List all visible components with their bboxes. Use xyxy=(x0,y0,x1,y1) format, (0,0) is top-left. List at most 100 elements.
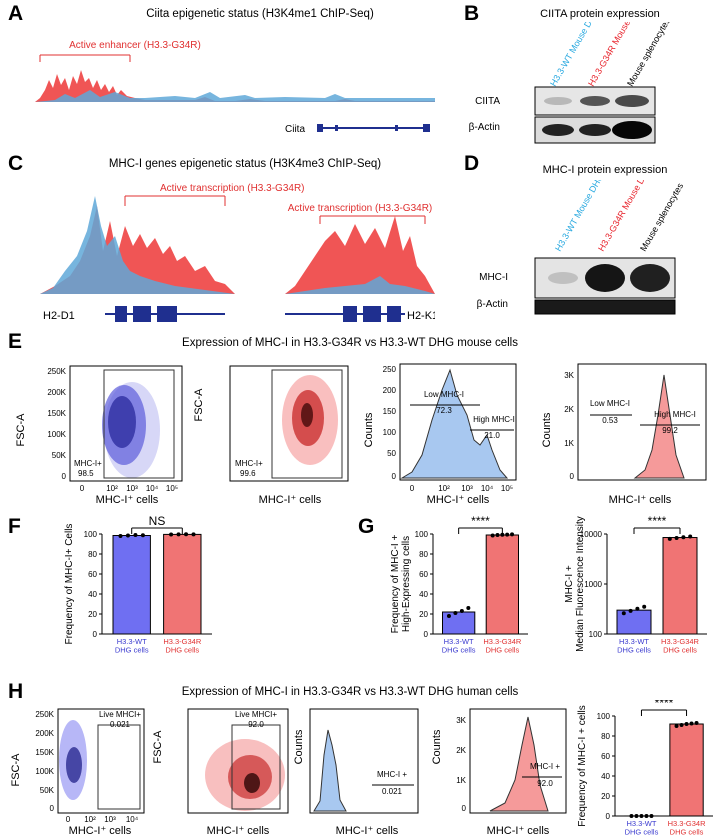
svg-text:50K: 50K xyxy=(52,451,67,460)
svg-text:1K: 1K xyxy=(456,776,466,785)
panel-label-f: F xyxy=(8,515,21,538)
svg-text:0: 0 xyxy=(570,472,575,481)
significance-label: **** xyxy=(655,700,674,710)
chip-blue-h2d1 xyxy=(40,196,235,294)
axis-ylabel-line: Frequency of MHC-I + xyxy=(390,535,401,634)
svg-text:2K: 2K xyxy=(564,405,574,414)
panel-e-scatter-g34r: FSC-A MHC-I+ 99.6 MHC-I⁺ cells xyxy=(193,365,349,505)
lane-label-splenocytes-d: Mouse splenocytes xyxy=(638,181,685,253)
data-point xyxy=(674,724,679,728)
data-point xyxy=(674,536,679,541)
panel-e-histogram-g34r: Counts 3K 2K 1K 0 Low MHC-I 0.53 High MH… xyxy=(541,363,707,505)
svg-text:Live MHCI+: Live MHCI+ xyxy=(235,710,277,719)
svg-text:99.2: 99.2 xyxy=(662,426,678,435)
bar xyxy=(442,611,476,635)
svg-text:Counts: Counts xyxy=(541,412,553,447)
y-tick-label: 100 xyxy=(597,712,611,721)
svg-text:72.3: 72.3 xyxy=(436,406,452,415)
panel-label-a: A xyxy=(8,2,24,25)
svg-text:10⁴: 10⁴ xyxy=(481,484,494,493)
svg-text:FSC-A: FSC-A xyxy=(10,753,22,787)
svg-text:150: 150 xyxy=(383,407,397,416)
bar xyxy=(669,723,704,817)
x-tick-label-line: H3.3-WT xyxy=(444,637,474,646)
x-tick-label: H3.3-G34R DHG cells xyxy=(483,637,522,654)
svg-text:FSC-A: FSC-A xyxy=(193,388,205,422)
chip-blue-track xyxy=(35,90,435,102)
data-point xyxy=(639,813,644,818)
panel-label-d: D xyxy=(464,152,480,175)
data-point xyxy=(681,535,686,540)
data-point xyxy=(621,611,626,616)
bar xyxy=(112,535,151,635)
data-point xyxy=(500,532,505,537)
svg-text:Counts: Counts xyxy=(363,412,375,447)
svg-text:50: 50 xyxy=(387,449,396,458)
x-tick-label: H3.3-G34R DHG cells xyxy=(661,637,700,654)
svg-text:0: 0 xyxy=(50,804,55,813)
svg-text:MHC-I⁺ cells: MHC-I⁺ cells xyxy=(609,494,672,505)
panel-h-scatter-wt: FSC-A 250K 200K 150K 100K 50K 0 Live MHC… xyxy=(10,708,145,837)
bar xyxy=(485,534,519,635)
svg-text:MHC-I⁺ cells: MHC-I⁺ cells xyxy=(207,825,270,837)
y-tick-label: 10000 xyxy=(580,530,603,539)
x-tick-label-line: DHG cells xyxy=(663,645,697,654)
significance-label: NS xyxy=(149,514,166,528)
data-point xyxy=(688,534,693,539)
svg-text:92.0: 92.0 xyxy=(537,779,553,788)
svg-text:Counts: Counts xyxy=(293,729,305,764)
svg-text:10⁴: 10⁴ xyxy=(126,815,139,824)
svg-text:Live MHCI+: Live MHCI+ xyxy=(99,710,141,719)
svg-text:MHC-I⁺ cells: MHC-I⁺ cells xyxy=(487,825,550,837)
svg-text:Low MHC-I: Low MHC-I xyxy=(424,390,464,399)
svg-text:150K: 150K xyxy=(47,409,66,418)
y-tick-label: 60 xyxy=(88,570,97,579)
data-point xyxy=(169,532,174,537)
svg-text:100K: 100K xyxy=(47,430,66,439)
svg-text:250: 250 xyxy=(383,365,397,374)
row-label-actin-d: β-Actin xyxy=(477,299,508,310)
svg-text:Low MHC-I: Low MHC-I xyxy=(590,399,630,408)
panel-f-bar-chart: Frequency of MHC-I+ Cells 0 20 40 60 80 100 H3.… xyxy=(64,514,212,654)
x-tick-label: H3.3-WT DHG cells xyxy=(617,637,651,654)
axis-ylabel-line: MHC-I + xyxy=(564,565,575,603)
svg-text:250K: 250K xyxy=(47,367,66,376)
y-tick-label: 20 xyxy=(88,610,97,619)
data-point xyxy=(459,609,464,613)
y-tick-label: 40 xyxy=(601,772,610,781)
panel-label-h: H xyxy=(8,680,24,703)
data-point xyxy=(118,534,123,538)
y-tick-label: 80 xyxy=(88,550,97,559)
x-tick-label: H3.3-G34R DHG cells xyxy=(668,819,707,836)
x-tick-label: H3.3-WT DHG cells xyxy=(625,819,659,836)
row-label-mhci: MHC-I xyxy=(479,272,508,283)
x-tick-label-line: DHG cells xyxy=(442,645,476,654)
row-label-ciita: CIITA xyxy=(475,96,500,107)
svg-text:92.0: 92.0 xyxy=(248,720,264,729)
data-point xyxy=(684,722,689,726)
panel-h-histogram-g34r: Counts 3K 2K 1K 0 MHC-I + 92.0 MHC-I⁺ ce… xyxy=(431,708,567,837)
svg-text:200K: 200K xyxy=(35,729,54,738)
data-point xyxy=(679,723,684,727)
y-tick-label: 100 xyxy=(84,530,98,539)
data-point xyxy=(642,604,647,609)
svg-text:0: 0 xyxy=(80,484,85,493)
y-tick-label: 80 xyxy=(419,550,428,559)
svg-text:99.6: 99.6 xyxy=(240,469,256,478)
svg-text:MHC-I⁺ cells: MHC-I⁺ cells xyxy=(69,825,132,837)
svg-text:10²: 10² xyxy=(84,815,96,824)
y-tick-label: 0 xyxy=(93,630,98,639)
svg-text:250K: 250K xyxy=(35,710,54,719)
svg-text:0.53: 0.53 xyxy=(602,416,618,425)
svg-text:3K: 3K xyxy=(564,371,574,380)
svg-text:High MHC-I: High MHC-I xyxy=(473,415,515,424)
axis-ylabel-line: High-Expressing cells xyxy=(401,536,412,632)
svg-text:200K: 200K xyxy=(47,388,66,397)
svg-text:100K: 100K xyxy=(35,767,54,776)
x-tick-label: H3.3-WT DHG cells xyxy=(442,637,476,654)
svg-text:0.021: 0.021 xyxy=(382,787,403,796)
panel-h-title: Expression of MHC-I in H3.3-G34R vs H3.3… xyxy=(181,686,519,698)
svg-text:MHC-I +: MHC-I + xyxy=(377,770,407,779)
y-tick-label: 0 xyxy=(424,630,429,639)
gene-h2d1-label: H2-D1 xyxy=(43,310,75,322)
